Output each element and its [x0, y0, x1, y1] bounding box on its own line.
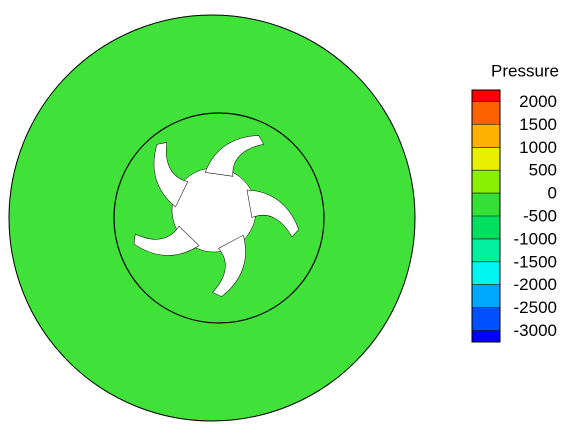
- tick-label: 1500: [519, 115, 557, 134]
- colorbar: 2000 1500 1000 500 0 -500 -1000 -1500 -2000 -2500…: [471, 89, 557, 343]
- color-band: [472, 238, 500, 262]
- color-band: [472, 90, 500, 102]
- color-band: [472, 193, 500, 216]
- tick-label: -500: [523, 206, 557, 225]
- impeller: [133, 135, 299, 297]
- tick-label: -1000: [514, 229, 557, 248]
- blade: [204, 135, 265, 177]
- blade: [153, 142, 189, 208]
- blade: [133, 225, 200, 256]
- tick-label: -3000: [514, 321, 557, 340]
- color-band: [472, 170, 500, 194]
- tick-label: 2000: [519, 92, 557, 111]
- blade: [212, 234, 246, 297]
- tick-label: 0: [548, 184, 557, 203]
- blade: [246, 189, 299, 238]
- interface-circle: [113, 112, 325, 324]
- tick-label: -2500: [514, 298, 557, 317]
- color-band: [472, 101, 500, 125]
- rotor-domain: [8, 14, 416, 422]
- color-band: [472, 147, 500, 171]
- tick-label: 500: [529, 161, 557, 180]
- color-band: [472, 307, 500, 331]
- legend-title: Pressure: [491, 61, 559, 80]
- tick-label: -2000: [514, 275, 557, 294]
- color-band: [472, 330, 500, 342]
- color-band: [472, 216, 500, 239]
- color-band: [472, 261, 500, 285]
- color-band: [472, 124, 500, 148]
- tick-label: 1000: [519, 138, 557, 157]
- tick-label: -1500: [514, 252, 557, 271]
- color-band: [472, 284, 500, 308]
